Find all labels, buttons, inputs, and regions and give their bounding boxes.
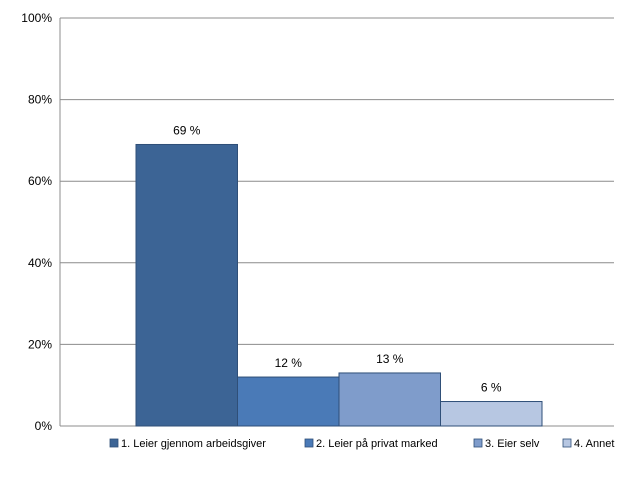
bar: [237, 376, 340, 427]
legend-label: 3. Eier selv: [485, 438, 540, 450]
legend-swatch: [109, 438, 119, 448]
legend-swatch: [562, 438, 572, 448]
bar: [135, 143, 238, 427]
data-label: 6 %: [481, 381, 502, 395]
legend: 1. Leier gjennom arbeidsgiver 2. Leier på…: [109, 438, 614, 450]
y-axis: 0% 20% 40% 60% 80% 100%: [21, 11, 61, 433]
data-label: 13 %: [376, 352, 404, 366]
data-label: 12 %: [275, 356, 303, 370]
data-label: 69 %: [173, 123, 201, 137]
bar: [338, 372, 441, 427]
y-tick-label: 40%: [28, 256, 52, 270]
legend-label: 4. Annet: [574, 438, 614, 450]
bars: [135, 143, 543, 427]
legend-swatch: [473, 438, 483, 448]
data-labels: 69 % 12 % 13 % 6 %: [173, 123, 502, 394]
legend-label: 1. Leier gjennom arbeidsgiver: [121, 438, 266, 450]
y-tick-label: 20%: [28, 337, 52, 351]
legend-swatch: [304, 438, 314, 448]
bar: [440, 401, 543, 427]
y-tick-label: 0%: [35, 419, 53, 433]
y-tick-label: 60%: [28, 174, 52, 188]
legend-label: 2. Leier på privat marked: [316, 438, 438, 450]
y-tick-label: 100%: [21, 11, 52, 25]
y-tick-label: 80%: [28, 93, 52, 107]
